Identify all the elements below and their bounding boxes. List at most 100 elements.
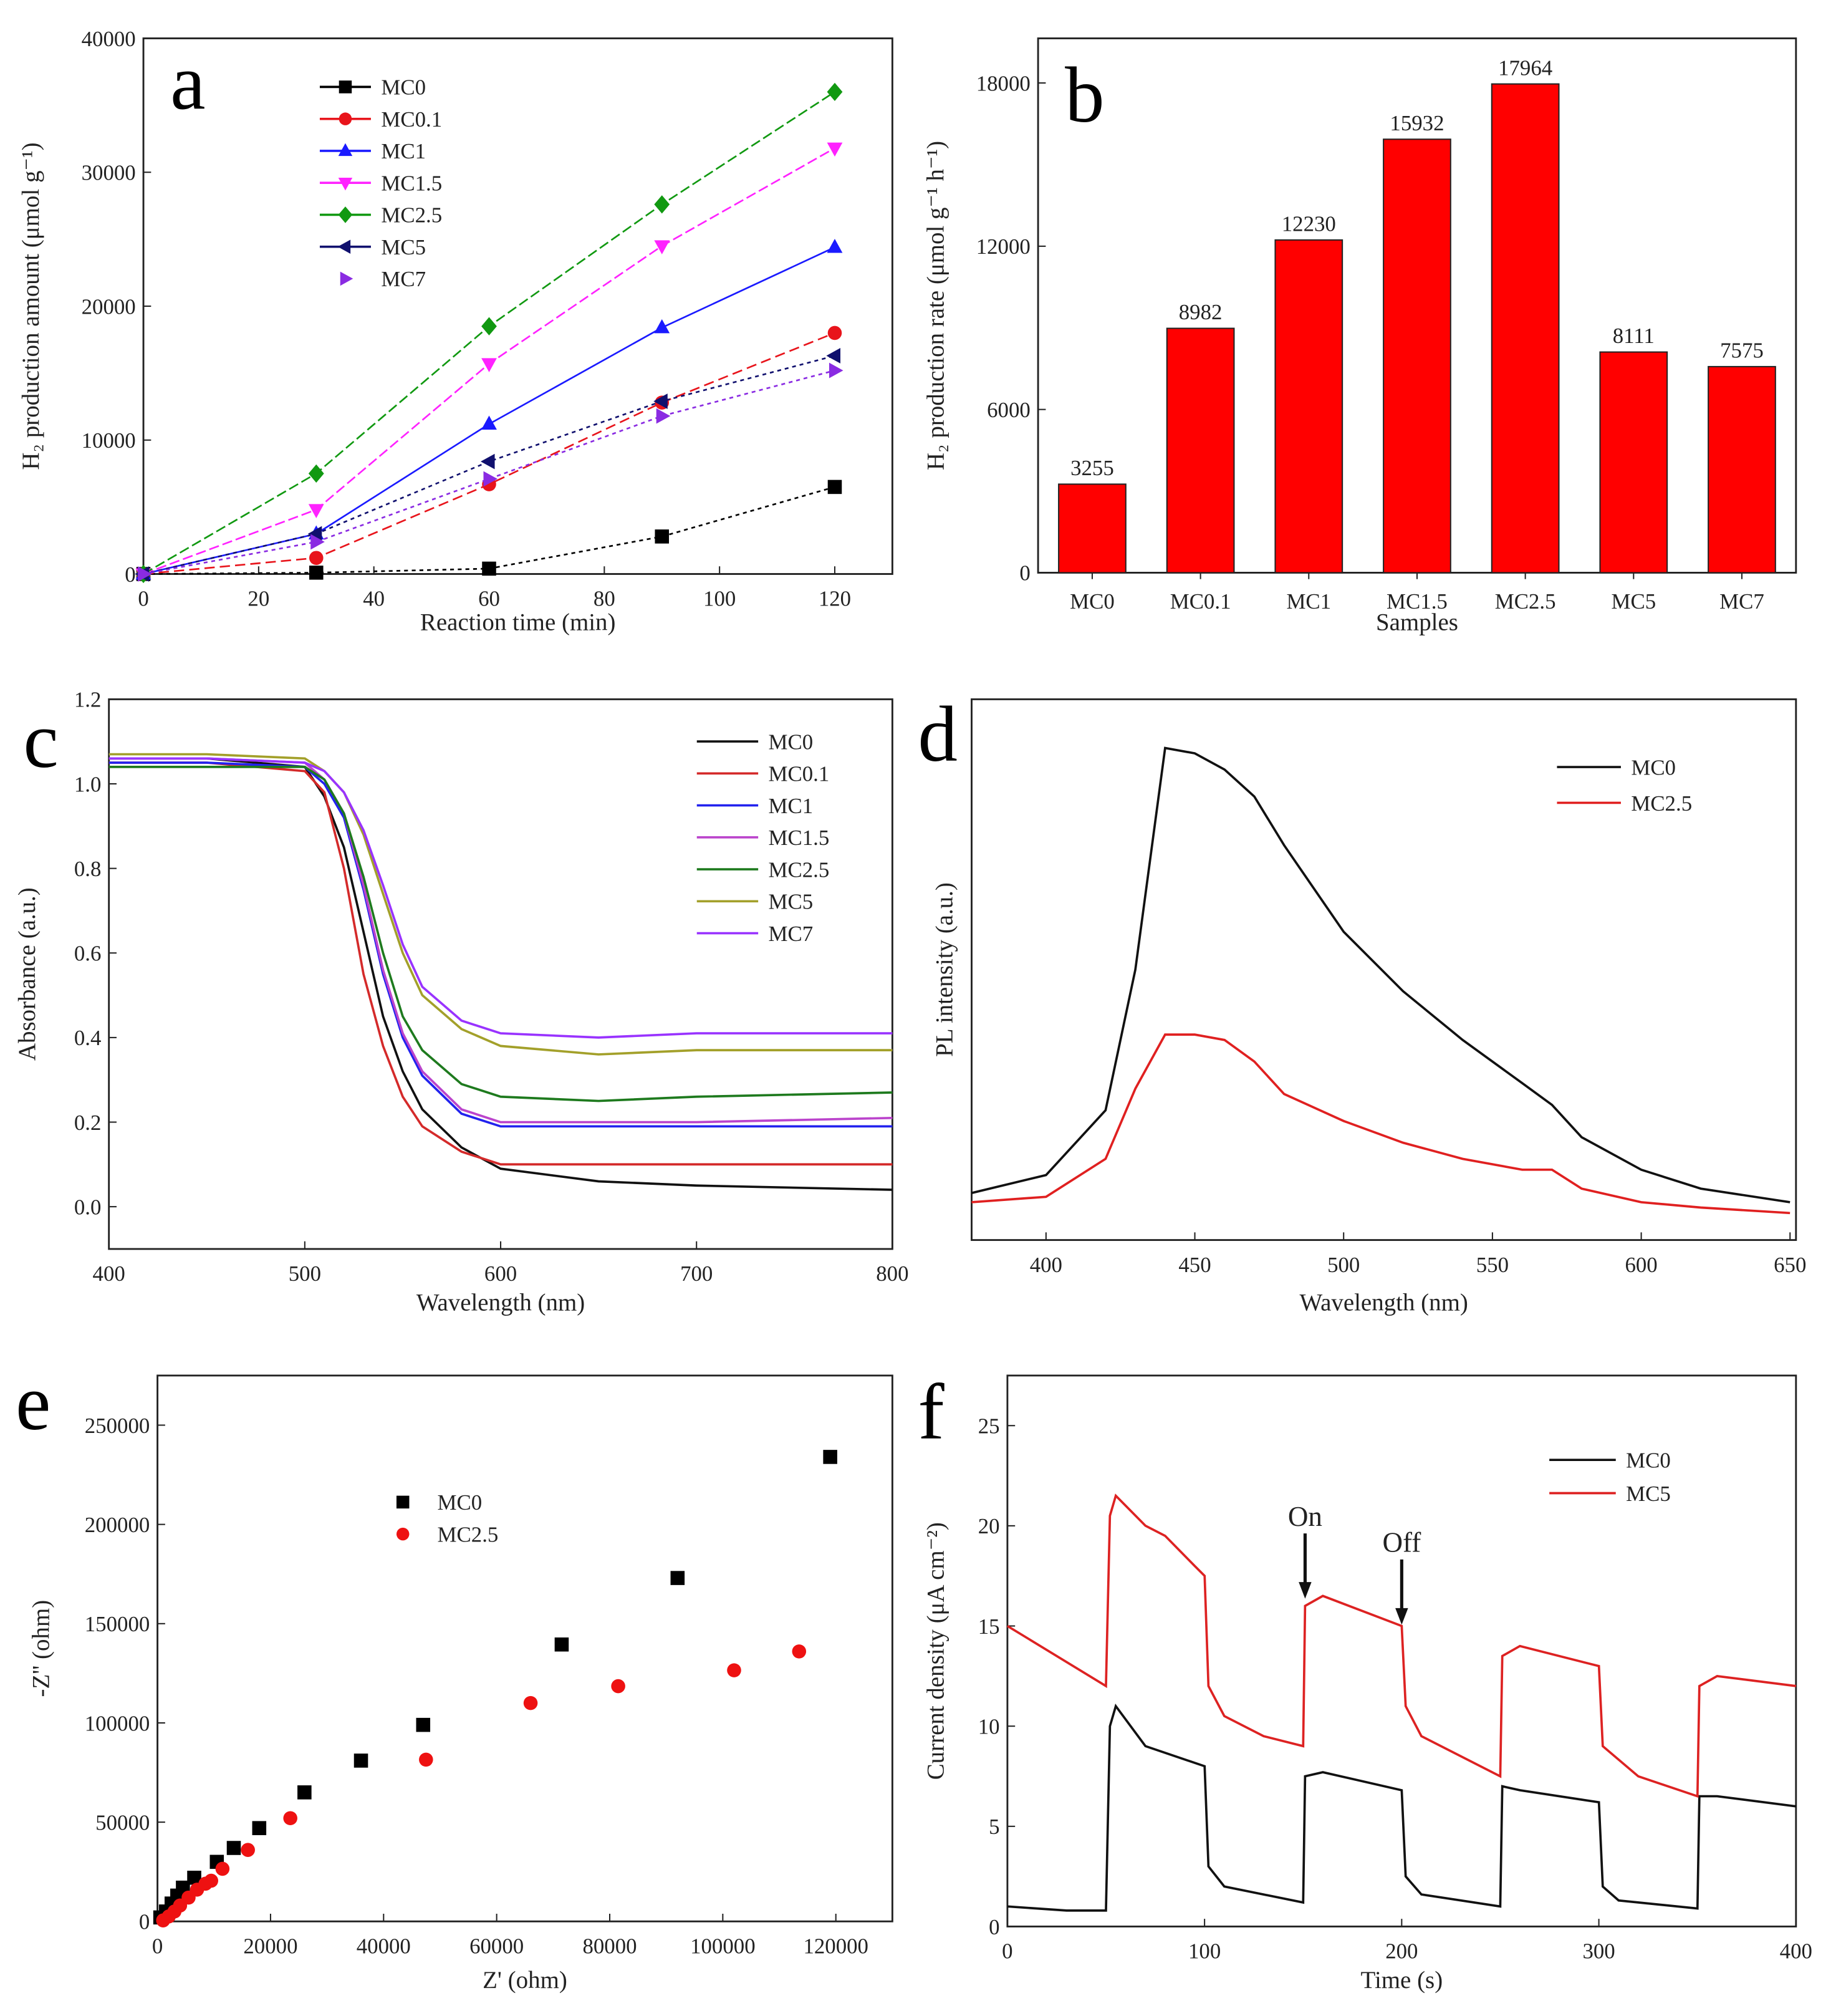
category-label: MC1.5 bbox=[1387, 589, 1448, 614]
series-MC0 bbox=[136, 480, 842, 581]
y-tick-label: 0.2 bbox=[74, 1111, 102, 1135]
annotation-label: Off bbox=[1382, 1527, 1421, 1558]
x-tick-label: 100000 bbox=[690, 1934, 756, 1959]
panel-c: c 0.0 0.2 0.4 0.6 0.8 1.0 1.2 400 500 600 700 800 Wav… bbox=[14, 688, 909, 1316]
y-tick-label: 40000 bbox=[82, 27, 136, 51]
x-tick-label: 400 bbox=[1030, 1253, 1062, 1277]
legend-label: MC2.5 bbox=[381, 203, 442, 228]
series-line bbox=[971, 746, 1791, 1203]
y-tick-label: 10000 bbox=[82, 428, 136, 453]
data-point bbox=[252, 1821, 267, 1835]
y-tick-label: 20 bbox=[978, 1514, 1000, 1538]
series-MC0 bbox=[108, 757, 893, 1191]
series-line bbox=[1006, 1493, 1797, 1798]
x-tick-label: 600 bbox=[1625, 1253, 1657, 1277]
panel-label: e bbox=[16, 1359, 50, 1447]
y-tick-label: 0.0 bbox=[74, 1195, 102, 1219]
data-point bbox=[827, 326, 842, 340]
legend-marker bbox=[340, 271, 353, 286]
y-tick-label: 50000 bbox=[95, 1810, 150, 1835]
y-axis-label: Absorbance (a.u.) bbox=[14, 887, 41, 1061]
panel-label: b bbox=[1065, 52, 1105, 139]
panel-b: b 0 6000 12000 18000 Samples H₂ production rat… bbox=[922, 37, 1797, 636]
legend-item-MC5: MC5 bbox=[1549, 1482, 1671, 1506]
legend-item-MC7: MC7 bbox=[696, 922, 813, 946]
legend-item-MC2.5: MC2.5 bbox=[696, 857, 829, 882]
series-MC2.5 bbox=[108, 766, 893, 1102]
series-MC0 bbox=[153, 1450, 837, 1925]
legend-label: MC5 bbox=[1626, 1482, 1671, 1506]
series-line bbox=[108, 757, 893, 1191]
legend-label: MC1.5 bbox=[381, 171, 442, 195]
series-MC2.5 bbox=[156, 1644, 807, 1927]
y-tick-label: 10 bbox=[978, 1714, 1000, 1739]
x-axis-label: Samples bbox=[1376, 609, 1458, 636]
data-point bbox=[554, 1637, 569, 1652]
bar-MC7 bbox=[1708, 365, 1776, 574]
legend-marker bbox=[396, 1495, 410, 1509]
x-tick-label: 400 bbox=[93, 1261, 125, 1286]
x-tick-label: 400 bbox=[1780, 1939, 1812, 1964]
x-tick-label: 20000 bbox=[243, 1934, 297, 1959]
category-label: MC0.1 bbox=[1170, 589, 1231, 614]
bar-data-label: 12230 bbox=[1282, 211, 1336, 236]
bar-MC5 bbox=[1599, 351, 1668, 574]
data-point bbox=[138, 566, 152, 582]
x-tick-label: 80 bbox=[594, 587, 615, 611]
y-tick-label: 100000 bbox=[85, 1711, 150, 1735]
data-point bbox=[283, 1811, 297, 1826]
legend-item-MC0: MC0 bbox=[696, 730, 813, 754]
x-axis-label: Reaction time (min) bbox=[420, 609, 616, 636]
y-tick-label: 25 bbox=[978, 1414, 1000, 1439]
legend-label: MC1 bbox=[381, 139, 426, 163]
data-point bbox=[481, 415, 497, 430]
data-point bbox=[307, 526, 322, 542]
legend-marker bbox=[337, 239, 351, 254]
y-axis-label: PL intensity (a.u.) bbox=[931, 882, 958, 1057]
series-MC1 bbox=[135, 238, 843, 580]
series-MC5 bbox=[108, 753, 893, 1056]
bar-MC2.5 bbox=[1491, 83, 1560, 574]
series-MC0.1 bbox=[108, 761, 893, 1166]
data-point bbox=[827, 480, 842, 494]
legend-item-MC0.1: MC0.1 bbox=[696, 762, 830, 786]
legend-item-MC0: MC0 bbox=[1557, 755, 1676, 779]
panel-label: d bbox=[918, 691, 958, 778]
series-MC1.5 bbox=[108, 757, 893, 1124]
x-tick-label: 600 bbox=[484, 1261, 517, 1286]
panel-f: f 0 5 10 15 20 25 0 100 200 300 400 Time (s) Current … bbox=[918, 1368, 1812, 1994]
series-MC0 bbox=[971, 746, 1791, 1203]
x-tick-label: 40 bbox=[363, 587, 385, 611]
data-point bbox=[523, 1695, 538, 1710]
plot-frame bbox=[142, 37, 893, 575]
legend-marker bbox=[338, 143, 353, 157]
arrow-head-icon bbox=[1395, 1608, 1408, 1625]
y-tick-label: 18000 bbox=[976, 71, 1031, 95]
data-point bbox=[481, 317, 497, 335]
legend-item-MC5: MC5 bbox=[319, 235, 426, 259]
legend-item-MC1.5: MC1.5 bbox=[319, 171, 442, 195]
data-point bbox=[308, 504, 324, 518]
bar-data-label: 15932 bbox=[1390, 111, 1444, 135]
series-line bbox=[108, 757, 893, 1039]
arrow-head-icon bbox=[1299, 1582, 1312, 1599]
series-MC7 bbox=[108, 757, 893, 1039]
data-point bbox=[215, 1861, 230, 1876]
bar-data-label: 17964 bbox=[1498, 55, 1552, 80]
data-point bbox=[480, 453, 495, 470]
x-axis-label: Wavelength (nm) bbox=[1299, 1289, 1468, 1316]
legend-label: MC0 bbox=[438, 1490, 483, 1515]
y-tick-label: 0.4 bbox=[74, 1026, 102, 1050]
data-point bbox=[481, 358, 497, 372]
series-line bbox=[108, 753, 893, 1056]
category-label: MC2.5 bbox=[1495, 589, 1556, 614]
bar-MC1.5 bbox=[1383, 138, 1451, 574]
bar-MC0 bbox=[1058, 483, 1127, 574]
data-point bbox=[823, 1450, 837, 1464]
x-tick-label: 0 bbox=[152, 1934, 163, 1959]
legend-label: MC0.1 bbox=[769, 762, 830, 786]
legend-label: MC2.5 bbox=[1631, 791, 1692, 816]
series-MC0 bbox=[1007, 1703, 1797, 1912]
y-tick-label: 0 bbox=[1019, 561, 1030, 586]
